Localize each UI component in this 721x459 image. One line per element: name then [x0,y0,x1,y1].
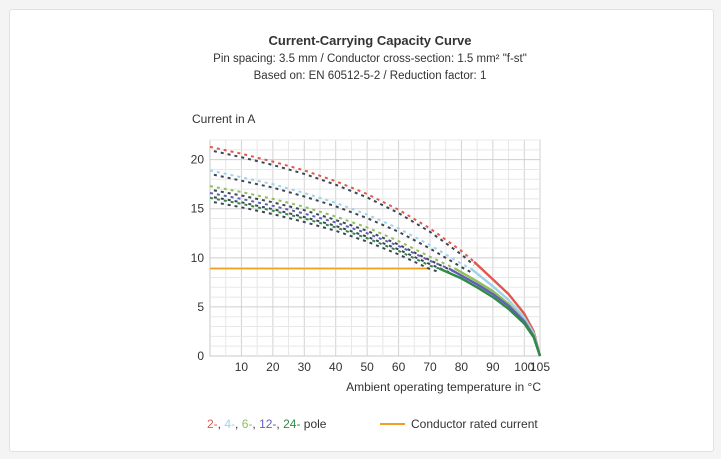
chart-subtitle-line-2: Based on: EN 60512-5-2 / Reduction facto… [254,70,487,82]
x-axis-label: Ambient operating temperature in °C [346,380,541,394]
x-tick-label: 70 [423,360,437,374]
legend-rated-current-label: Conductor rated current [411,417,538,431]
x-tick-label: 30 [298,360,312,374]
x-tick-label: 20 [266,360,280,374]
x-tick-label: 80 [455,360,469,374]
x-tick-label: 40 [329,360,343,374]
x-tick-label: 100 [514,360,534,374]
series-24-pole-solid [438,267,542,357]
y-tick-label: 15 [191,202,205,216]
x-tick-label: 60 [392,360,406,374]
chart-subtitle-line-1: Pin spacing: 3.5 mm / Conductor cross-se… [213,53,527,65]
x-tick-label: 105 [530,360,550,374]
legend-suffix: pole [304,417,327,431]
series-4-pole-dark-dashed [209,172,472,273]
legend-separator: , [276,417,279,431]
y-tick-label: 0 [197,349,204,363]
series-6-pole-dashed [209,185,456,270]
series-24-pole-dashed [209,196,440,270]
y-axis-label: Current in A [192,112,255,126]
grid [209,139,541,357]
legend-separator: , [252,417,255,431]
x-tick-label: 90 [486,360,500,374]
legend-label-2-pole: 2- [207,417,218,431]
legend-label-12-pole: 12- [259,417,276,431]
series-4-pole-solid [470,267,542,357]
series-lines [209,145,542,357]
legend-label-4-pole: 4- [224,417,235,431]
y-tick-label: 20 [191,153,205,167]
series-4-pole-dashed [209,169,472,270]
series-2-pole-dashed [209,145,475,263]
series-2-pole-dark-dashed [209,149,475,266]
series-24-pole-dark-dashed [209,200,440,274]
y-tick-label: 10 [191,251,205,265]
x-tick-label: 50 [360,360,374,374]
legend-separator: , [218,417,221,431]
legend-label-6-pole: 6- [242,417,253,431]
x-tick-label: 10 [235,360,249,374]
chart-title: Current-Carrying Capacity Curve [269,33,472,48]
legend-label-24-pole: 24- [283,417,300,431]
legend: 2-, 4-, 6-, 12-, 24- pole Conductor rate… [207,417,538,431]
y-tick-label: 5 [197,300,204,314]
legend-separator: , [235,417,238,431]
series-legend: 2-, 4-, 6-, 12-, 24- pole [207,417,327,431]
series-12-pole-dashed [209,192,450,270]
series-12-pole-dark-dashed [209,195,450,274]
